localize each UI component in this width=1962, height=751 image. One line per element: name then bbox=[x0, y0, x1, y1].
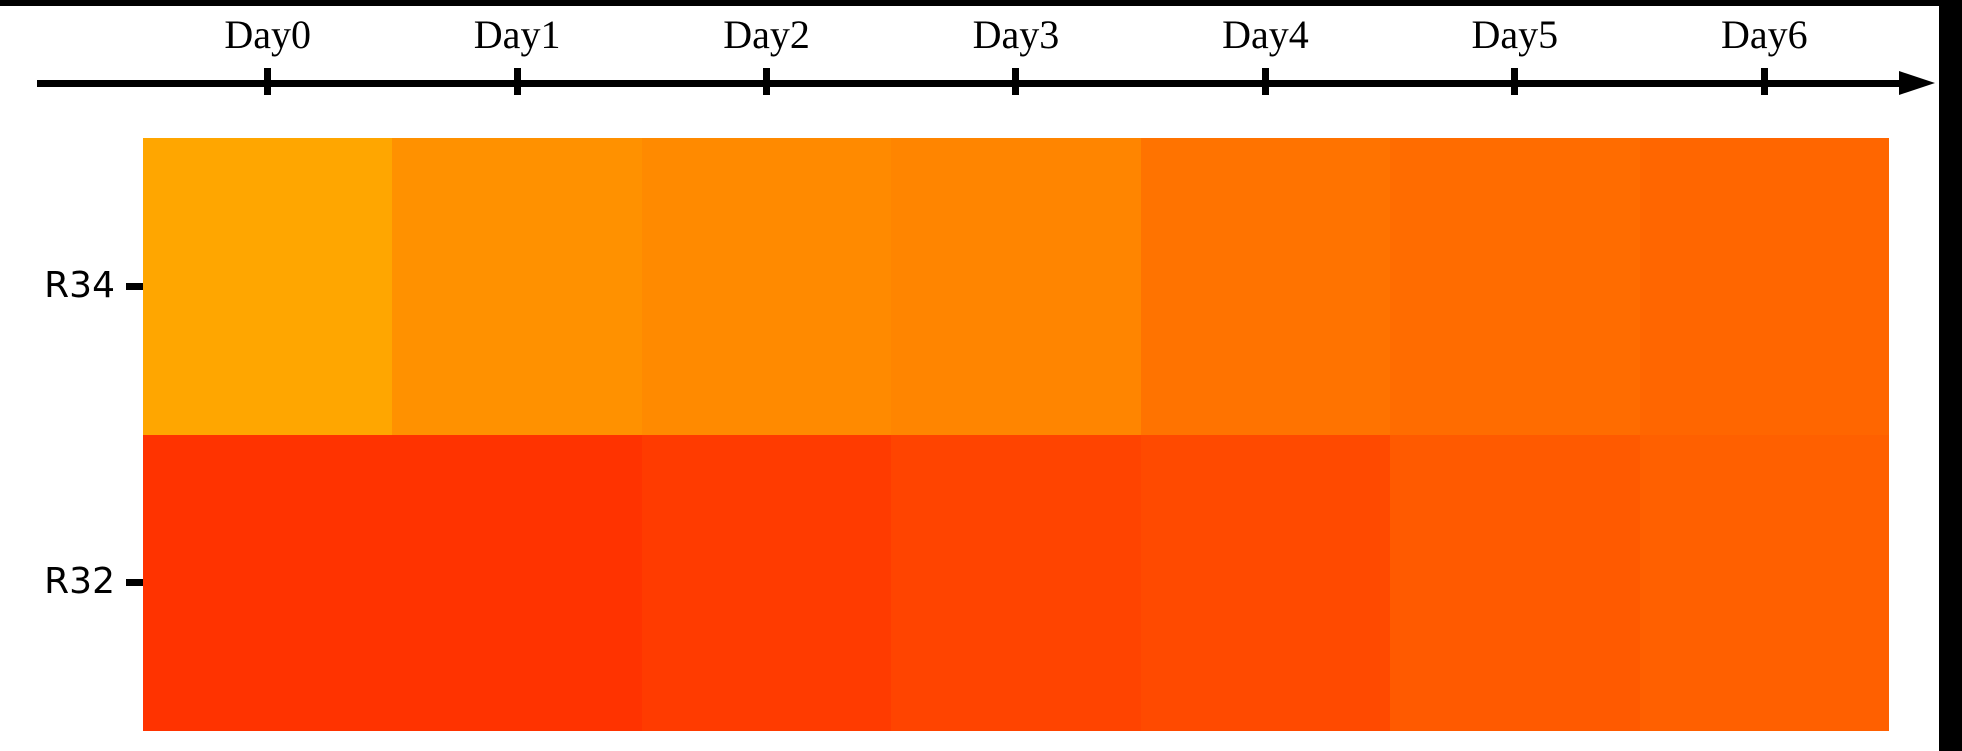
letterbox-top-bar bbox=[0, 0, 1962, 6]
axis-label-day0: Day0 bbox=[224, 12, 311, 57]
row-label-r34: R34 bbox=[44, 265, 115, 306]
row-tick-r34 bbox=[126, 283, 143, 290]
axis-label-day5: Day5 bbox=[1471, 12, 1559, 57]
heatmap-cell-r32-day1 bbox=[392, 434, 642, 731]
heatmap-grid bbox=[143, 138, 1889, 731]
heatmap-cell-r34-day2 bbox=[641, 138, 892, 435]
axis-label-day4: Day4 bbox=[1222, 12, 1309, 57]
heatmap-cell-r32-day6 bbox=[1639, 434, 1889, 731]
axis-tick-day5 bbox=[1511, 68, 1519, 95]
axis-label-day3: Day3 bbox=[972, 12, 1060, 57]
axis-arrowhead-icon bbox=[1899, 71, 1935, 95]
axis-label-day1: Day1 bbox=[473, 12, 561, 57]
axis-label-day2: Day2 bbox=[723, 12, 810, 57]
axis-label-day6: Day6 bbox=[1720, 12, 1808, 57]
heatmap-cell-r32-day4 bbox=[1140, 434, 1391, 731]
heatmap-cell-r34-day1 bbox=[392, 138, 642, 435]
axis-tick-day6 bbox=[1760, 68, 1768, 95]
axis-line bbox=[37, 80, 1905, 87]
row-label-r32: R32 bbox=[44, 561, 115, 602]
axis-tick-day0 bbox=[264, 68, 272, 95]
heatmap-cell-r32-day2 bbox=[641, 434, 892, 731]
heatmap-cell-r34-day4 bbox=[1140, 138, 1391, 435]
heatmap-cell-r34-day5 bbox=[1390, 138, 1640, 435]
heatmap-cell-r32-day3 bbox=[891, 434, 1141, 731]
axis-tick-day1 bbox=[513, 68, 521, 95]
heatmap-cell-r32-day0 bbox=[143, 434, 393, 731]
heatmap-cell-r34-day3 bbox=[891, 138, 1141, 435]
heatmap-cell-r34-day6 bbox=[1639, 138, 1889, 435]
heatmap-cell-r34-day0 bbox=[143, 138, 393, 435]
letterbox-right-bar bbox=[1939, 0, 1962, 751]
axis-tick-day2 bbox=[763, 68, 771, 95]
axis-tick-day3 bbox=[1012, 68, 1020, 95]
axis-tick-day4 bbox=[1261, 68, 1269, 95]
row-tick-r32 bbox=[126, 579, 143, 586]
heatmap-cell-r32-day5 bbox=[1390, 434, 1640, 731]
